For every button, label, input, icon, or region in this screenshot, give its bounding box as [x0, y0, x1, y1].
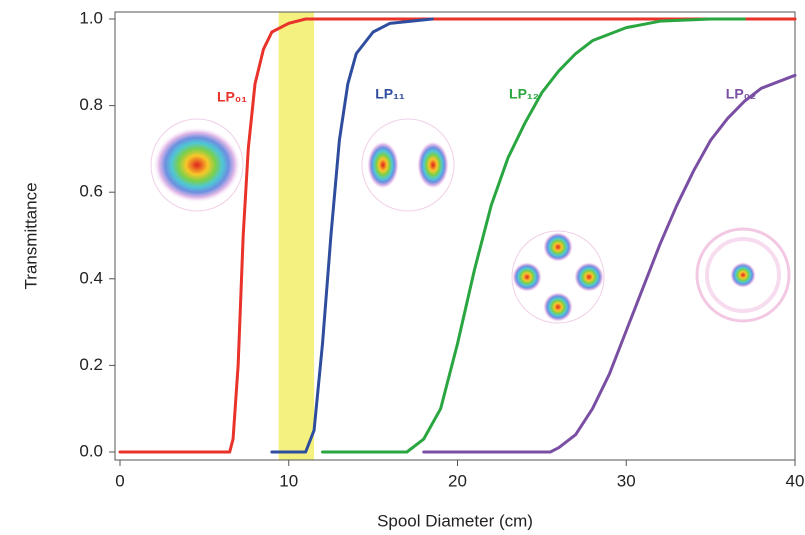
- series-line: [321, 17, 746, 454]
- series-line: [270, 17, 434, 454]
- mode-images: [150, 118, 791, 324]
- mode-lp12-lobe: [574, 262, 604, 292]
- plot-frame: [114, 11, 796, 461]
- series-label: LP₀₂: [726, 86, 756, 102]
- x-tick-label: 30: [617, 471, 636, 490]
- y-tick-label: 0.6: [79, 182, 103, 201]
- x-tick-label: 20: [448, 471, 467, 490]
- mode-lp11-lobe: [417, 141, 449, 189]
- highlight-band: [278, 12, 315, 460]
- x-axis-title: Spool Diameter (cm): [377, 511, 533, 530]
- series-line: [422, 73, 797, 454]
- mode-lp11-lobe: [367, 141, 399, 189]
- x-tick-label: 0: [115, 471, 124, 490]
- mode-lp02-ring: [705, 237, 781, 313]
- series-label: LP₁₁: [375, 86, 405, 102]
- y-tick-label: 0.2: [79, 355, 103, 374]
- y-axis-title: Transmittance: [21, 182, 40, 289]
- mode-lp12-lobe: [543, 232, 573, 262]
- mode-lp01-lobe: [153, 127, 241, 203]
- x-tick-label: 40: [786, 471, 805, 490]
- mode-lp12-lobe: [512, 262, 542, 292]
- x-tick-label: 10: [279, 471, 298, 490]
- series-line: [118, 17, 797, 454]
- mode-lp02-core: [730, 262, 756, 288]
- mode-lp12-lobe: [543, 292, 573, 322]
- y-tick-label: 0.8: [79, 95, 103, 114]
- series-label: LP₁₂: [509, 86, 539, 102]
- y-tick-label: 0.4: [79, 268, 103, 287]
- series-label: LP₀₁: [217, 89, 247, 105]
- y-tick-label: 0.0: [79, 441, 103, 460]
- y-tick-label: 1.0: [79, 8, 103, 27]
